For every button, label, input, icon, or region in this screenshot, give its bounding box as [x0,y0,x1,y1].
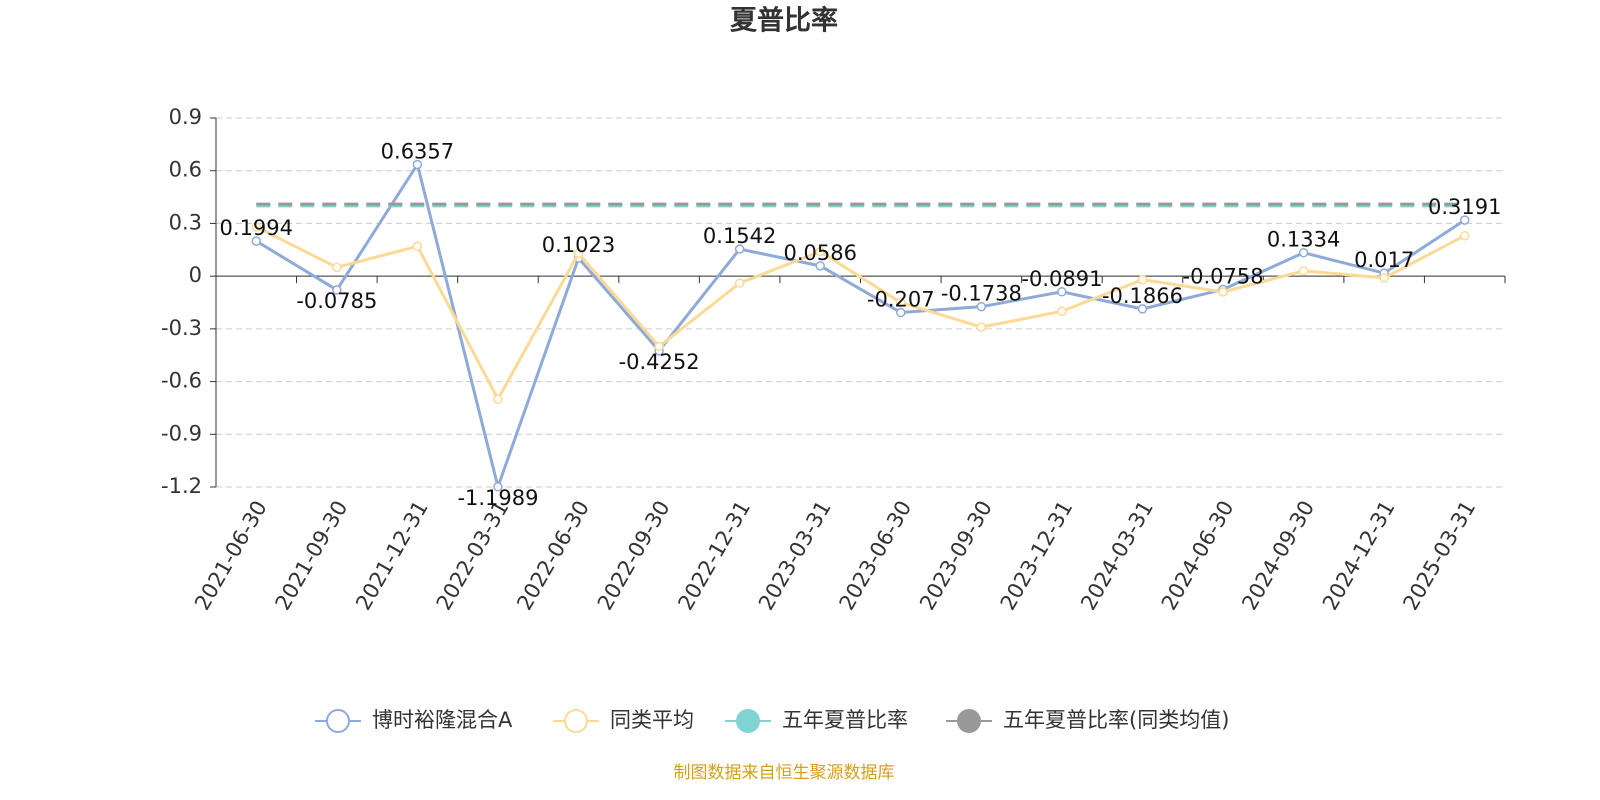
point [1057,287,1067,297]
point [412,159,423,170]
point [734,244,745,254]
data-label: 0.1994 [220,216,293,240]
x-tick-label: 2021-06-30 [190,497,272,615]
point [1137,304,1148,314]
point [1057,306,1067,317]
x-tick-label: 2022-06-30 [512,497,594,615]
point [1298,266,1309,276]
x-tick-label: 2022-12-31 [673,497,755,615]
point [493,394,503,404]
data-label: -0.1866 [1102,284,1183,308]
x-tick-label: 2025-03-31 [1398,497,1480,615]
point [412,241,423,252]
point [1137,274,1148,285]
point [1218,287,1228,297]
y-tick-label: 0.9 [169,105,202,129]
legend-marker [736,709,760,733]
data-label: 0.1334 [1267,228,1340,252]
chart-title: 夏普比率 [730,5,838,37]
data-label: -0.207 [867,288,935,312]
x-tick-label: 2023-03-31 [754,497,836,615]
x-tick-label: 2023-06-30 [834,497,916,615]
point [815,246,825,257]
point [332,285,342,295]
x-tick-label: 2022-09-30 [593,497,675,615]
point [896,297,906,308]
y-tick-label: -0.9 [161,421,202,445]
point [251,222,262,232]
x-tick-label: 2022-03-31 [432,497,514,615]
x-tick-label: 2024-03-31 [1076,497,1158,615]
point [1459,215,1470,225]
data-label: 0.0586 [783,241,856,265]
data-label: 0.6357 [381,139,454,163]
source-note: 制图数据来自恒生聚源数据库 [674,763,895,783]
legend-label: 博时裕隆混合A [372,708,513,732]
point [1379,273,1389,283]
x-tick-label: 2024-09-30 [1237,497,1319,615]
y-tick-label: -0.6 [161,369,202,393]
legend-label: 五年夏普比率 [782,708,908,732]
legend-marker [957,709,981,733]
x-tick-label: 2024-12-31 [1318,497,1400,615]
x-tick-label: 2021-09-30 [271,497,353,615]
data-label: -0.1738 [941,282,1022,306]
data-label: 0.1542 [703,224,776,248]
data-label: -1.1989 [457,486,538,510]
point [251,236,262,246]
point [815,261,825,271]
legend-label: 同类平均 [610,708,694,732]
series-line [255,160,1466,493]
data-label: 0.017 [1354,248,1414,272]
legend-marker [564,709,588,733]
data-label: 0.1023 [542,233,615,257]
point [332,262,342,273]
y-tick-label: 0 [189,263,202,287]
x-tick-label: 2023-09-30 [915,497,997,615]
point [734,278,745,288]
point [1298,247,1309,258]
point [1459,230,1470,241]
data-label: -0.4252 [619,350,700,374]
point [976,301,987,312]
point [976,322,987,332]
x-tick-label: 2024-06-30 [1157,497,1239,615]
y-tick-label: 0.6 [169,158,202,182]
y-tick-label: -1.2 [161,474,202,498]
x-tick-label: 2023-12-31 [996,497,1078,615]
data-label: -0.0758 [1183,264,1264,288]
x-tick-label: 2021-12-31 [351,497,433,615]
point [493,482,503,492]
y-tick-label: 0.3 [169,210,202,234]
point [573,248,584,259]
point [654,341,664,352]
data-label: -0.0785 [296,289,377,313]
legend-marker [326,709,350,733]
data-label: -0.0891 [1021,267,1102,291]
y-tick-label: -0.3 [161,316,202,340]
data-label: 0.3191 [1428,195,1501,219]
series-line [255,225,1466,403]
legend-label: 五年夏普比率(同类均值) [1003,708,1229,732]
point [896,307,906,318]
